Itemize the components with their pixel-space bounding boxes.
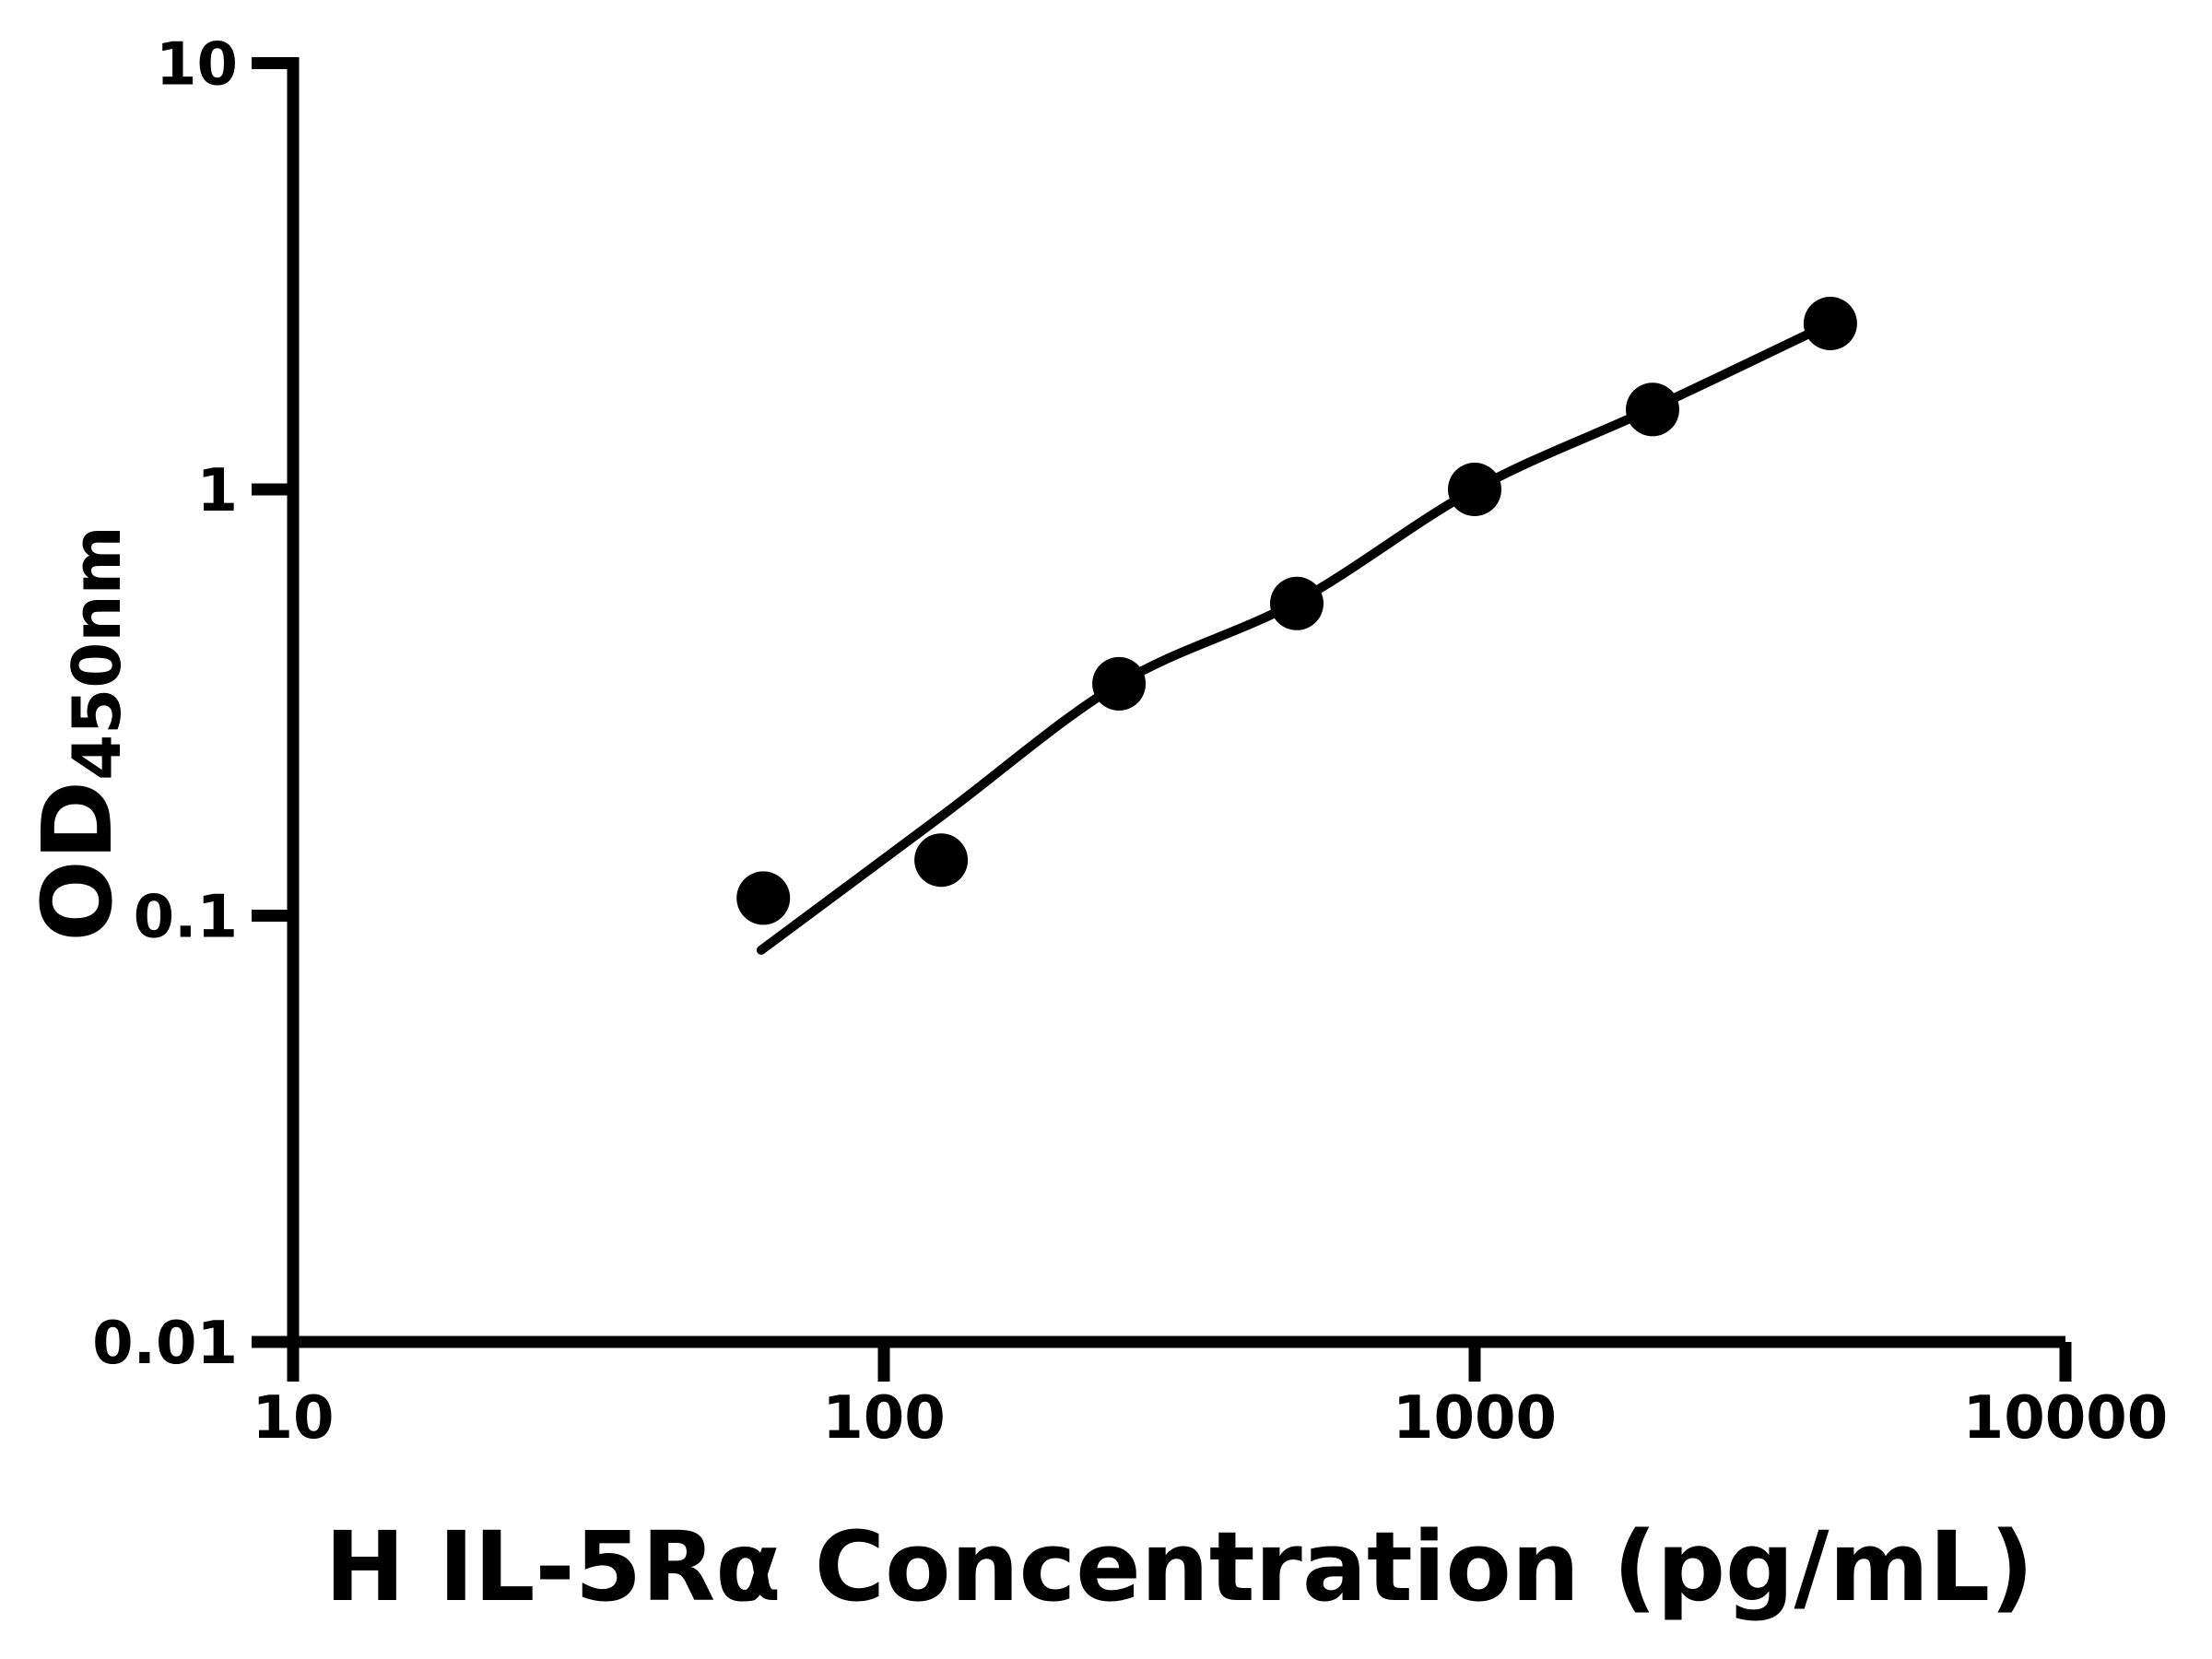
data-point-marker [1626,382,1679,437]
y-tick-label: 10 [156,31,238,100]
data-point-marker [736,871,791,925]
x-tick-label: 100 [822,1384,946,1453]
y-axis-title-main: OD [21,780,134,942]
data-point-marker [1448,463,1501,516]
y-tick-label: 1 [196,457,238,525]
x-tick-label: 10 [252,1384,334,1453]
data-point-marker [1092,656,1147,711]
x-tick-label: 1000 [1393,1384,1557,1453]
y-tick-label: 0.1 [134,884,238,952]
x-axis-title: H IL-5Rα Concentration (pg/mL) [324,1511,2034,1623]
y-tick-label: 0.01 [92,1310,238,1378]
data-point-marker [1803,297,1857,350]
data-point-marker [1270,576,1324,630]
y-axis-title-subscript: 450nm [58,525,135,781]
x-tick-label: 10000 [1963,1384,2169,1453]
data-point-marker [914,833,969,888]
y-axis-title: OD450nm [18,522,137,946]
